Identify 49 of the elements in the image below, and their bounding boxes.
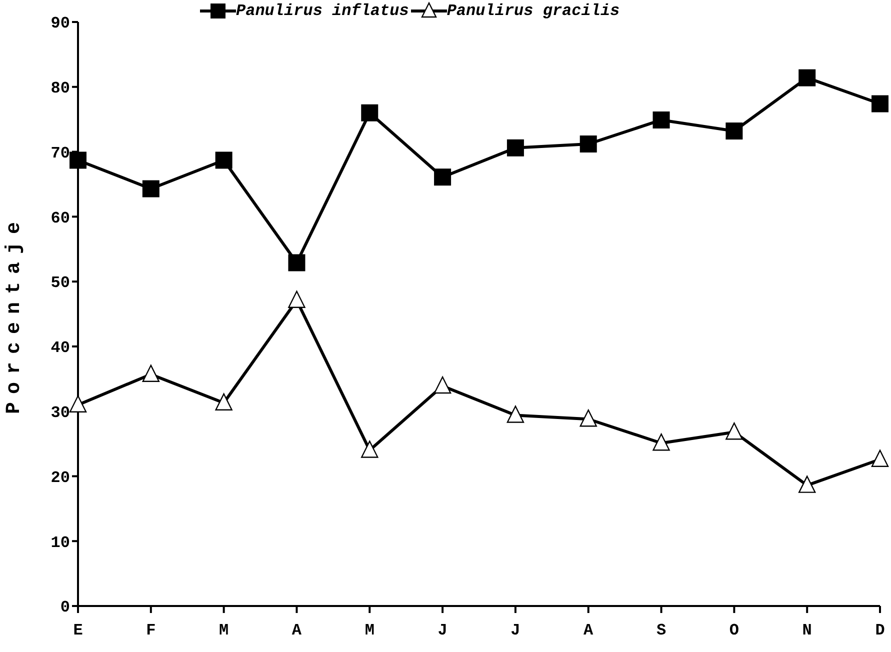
point [288, 254, 306, 272]
legend-label: Panulirus gracilis [446, 2, 620, 20]
y-axis-title: Porcentaje [3, 214, 26, 414]
point [288, 290, 306, 308]
x-tick-label: E [73, 621, 83, 640]
point [142, 180, 160, 198]
point [142, 364, 160, 382]
x-tick-label: N [802, 621, 812, 640]
point [871, 450, 889, 467]
point [215, 152, 232, 169]
x-tick-label: J [438, 621, 448, 640]
y-tick-label: 80 [50, 80, 70, 98]
y-tick-label: 0 [60, 598, 70, 617]
legend-label: Panulirus inflatus [236, 2, 409, 20]
point [70, 152, 86, 169]
point [434, 168, 452, 186]
y-tick-label: 70 [50, 144, 70, 162]
y-tick-label: 30 [50, 404, 70, 422]
x-tick-label: D [875, 621, 885, 640]
point [215, 393, 232, 410]
point [652, 111, 670, 128]
point [872, 95, 888, 112]
point [798, 476, 816, 493]
x-tick-label: A [292, 621, 302, 640]
point [361, 104, 378, 122]
point [361, 440, 378, 458]
point [798, 69, 816, 86]
point [580, 410, 597, 427]
point [652, 434, 670, 451]
y-tick-label: 20 [50, 468, 70, 487]
point [580, 135, 597, 152]
x-tick-label: A [584, 621, 594, 640]
y-tick-label: 10 [50, 534, 70, 552]
point [726, 422, 743, 440]
y-tick-label: 60 [50, 209, 70, 228]
point [69, 395, 87, 412]
y-tick-label: 90 [50, 14, 70, 33]
x-tick-label: S [656, 621, 666, 640]
x-tick-label: M [219, 621, 229, 640]
point [506, 406, 524, 423]
x-tick-label: M [364, 621, 374, 640]
y-tick-label: 40 [50, 339, 70, 358]
point [726, 122, 743, 140]
x-tick-label: O [729, 621, 740, 640]
x-tick-label: F [146, 621, 156, 640]
point [434, 376, 452, 394]
point [506, 139, 524, 156]
y-tick-label: 50 [50, 274, 70, 292]
x-tick-label: J [510, 621, 520, 640]
